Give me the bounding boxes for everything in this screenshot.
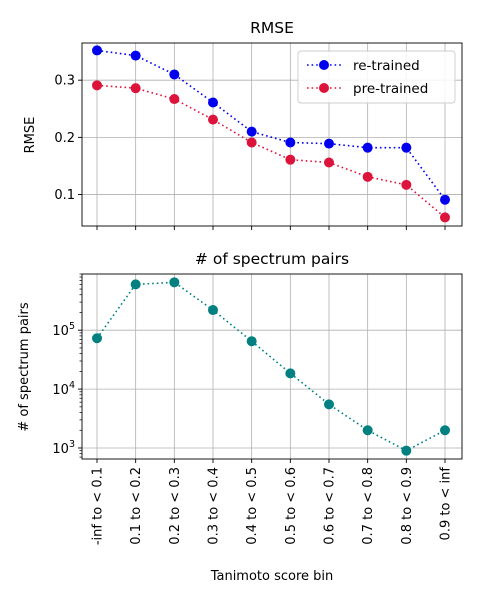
legend-marker [319, 60, 329, 70]
bottom-series-point [401, 445, 412, 456]
xtick-label: 0.9 to < inf [439, 467, 454, 541]
xtick-label: 0.2 to < 0.3 [168, 467, 183, 545]
top-series-point [92, 80, 102, 91]
bottom-series-point [130, 279, 141, 290]
top-series-point [324, 157, 334, 168]
top-series-point [208, 114, 218, 125]
xtick-label: 0.1 to < 0.2 [129, 467, 144, 545]
top-series-point [401, 179, 412, 190]
legend-label: pre-trained [353, 81, 428, 97]
top-ylabel: RMSE [23, 117, 38, 154]
top-ytick-label: 0.2 [54, 131, 75, 146]
bottom-series-point [324, 399, 334, 410]
top-series-line [96, 84, 446, 219]
top-series-point [440, 194, 450, 205]
xtick-label: 0.5 to < 0.6 [284, 467, 299, 545]
bottom-ylabel: # of spectrum pairs [17, 302, 32, 432]
bottom-series-point [362, 425, 373, 436]
top-ytick-label: 0.3 [54, 74, 75, 89]
top-ytick-label: 0.1 [54, 188, 75, 203]
xtick-label: 0.4 to < 0.5 [245, 467, 260, 545]
bottom-ytick-label: 103 [52, 439, 75, 457]
xtick-label: 0.6 to < 0.7 [323, 467, 338, 545]
xtick-label: -inf to < 0.1 [91, 467, 106, 545]
bottom-series-point [246, 336, 257, 347]
xtick-label: 0.3 to < 0.4 [207, 467, 222, 545]
top-series-point [362, 142, 373, 153]
bottom-axes-frame [81, 273, 463, 460]
legend-box [297, 50, 456, 104]
bottom-series-point [440, 425, 450, 436]
top-series-line [96, 49, 446, 201]
top-series-point [130, 83, 141, 94]
top-series-point [169, 69, 180, 80]
top-series-point [324, 138, 334, 149]
bottom-ytick-label: 105 [52, 321, 75, 339]
top-series-point [169, 94, 180, 105]
top-series-point [401, 142, 412, 153]
legend-marker [319, 83, 329, 93]
top-series-point [130, 50, 141, 61]
top-series-point [92, 45, 102, 56]
top-series-point [246, 137, 257, 148]
bottom-series-point [285, 368, 296, 379]
bottom-ytick-label: 104 [52, 380, 75, 398]
bottom-xlabel: Tanimoto score bin [210, 569, 334, 584]
top-series-point [440, 212, 450, 223]
top-series-point [362, 171, 373, 182]
xtick-label: 0.7 to < 0.8 [361, 467, 376, 545]
bottom-series-point [208, 305, 218, 316]
bottom-series-point [92, 333, 102, 344]
bottom-series-line [96, 281, 446, 452]
top-series-point [285, 137, 296, 148]
top-series-point [208, 97, 218, 108]
bottom-series-point [169, 277, 180, 288]
top-axes-frame [81, 42, 463, 227]
top-chart-title: RMSE [250, 19, 294, 37]
top-series-point [246, 126, 257, 137]
top-series-point [285, 154, 296, 165]
bottom-chart-title: # of spectrum pairs [195, 250, 349, 268]
legend-label: re-trained [353, 58, 420, 74]
xtick-label: 0.8 to < 0.9 [400, 467, 415, 545]
